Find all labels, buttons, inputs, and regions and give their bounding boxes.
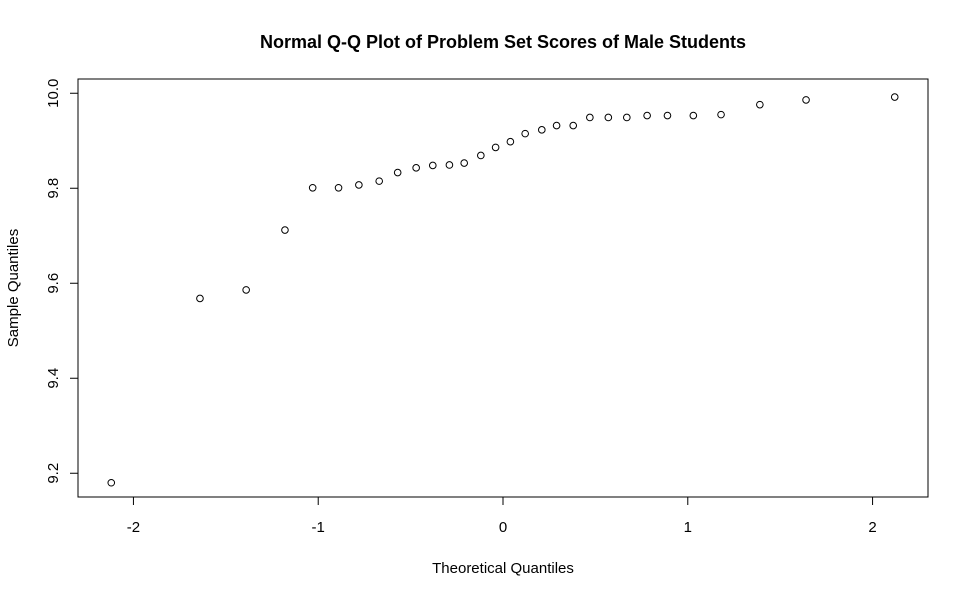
data-point <box>623 113 631 122</box>
x-tick-label: 0 <box>499 519 507 536</box>
data-point <box>428 161 437 170</box>
data-point <box>355 181 363 189</box>
data-point <box>569 121 578 130</box>
data-point <box>663 111 672 120</box>
y-tick-label: 9.8 <box>45 178 62 199</box>
data-point <box>281 226 289 234</box>
y-tick-label: 9.4 <box>45 368 62 389</box>
data-point <box>890 93 899 101</box>
chart-title: Normal Q-Q Plot of Problem Set Scores of… <box>260 32 746 52</box>
data-point <box>756 100 764 109</box>
data-point <box>412 164 420 172</box>
data-point <box>445 161 454 169</box>
data-point <box>308 183 317 192</box>
data-point <box>552 121 561 130</box>
y-tick-label: 9.6 <box>45 273 62 294</box>
data-point <box>538 126 546 134</box>
data-point <box>107 478 116 487</box>
y-axis: 9.2 9.4 9.6 9.8 10.0 <box>45 79 79 484</box>
x-tick-label: -1 <box>312 519 325 536</box>
data-point <box>521 129 529 138</box>
y-axis-label: Sample Quantiles <box>5 229 22 347</box>
plot-frame <box>77 78 929 498</box>
data-point <box>393 168 402 177</box>
data-point <box>604 113 613 122</box>
data-point <box>196 294 204 303</box>
data-point <box>717 110 725 119</box>
y-tick-label: 10.0 <box>45 79 62 108</box>
data-point <box>242 286 250 294</box>
x-tick-label: 2 <box>868 519 876 536</box>
data-point <box>689 111 698 120</box>
data-point <box>460 159 468 167</box>
data-point <box>477 151 485 160</box>
data-points <box>107 93 899 487</box>
data-point <box>586 113 594 122</box>
x-tick-label: 1 <box>684 519 692 536</box>
x-tick-label: -2 <box>127 519 140 536</box>
data-point <box>491 143 500 152</box>
x-axis: -2 -1 0 1 2 <box>127 496 877 536</box>
x-axis-label: Theoretical Quantiles <box>432 560 574 577</box>
y-tick-label: 9.2 <box>45 463 62 484</box>
data-point <box>643 111 651 120</box>
data-point <box>375 177 383 185</box>
data-point <box>506 137 515 146</box>
data-point <box>802 96 810 104</box>
data-point <box>334 183 343 192</box>
